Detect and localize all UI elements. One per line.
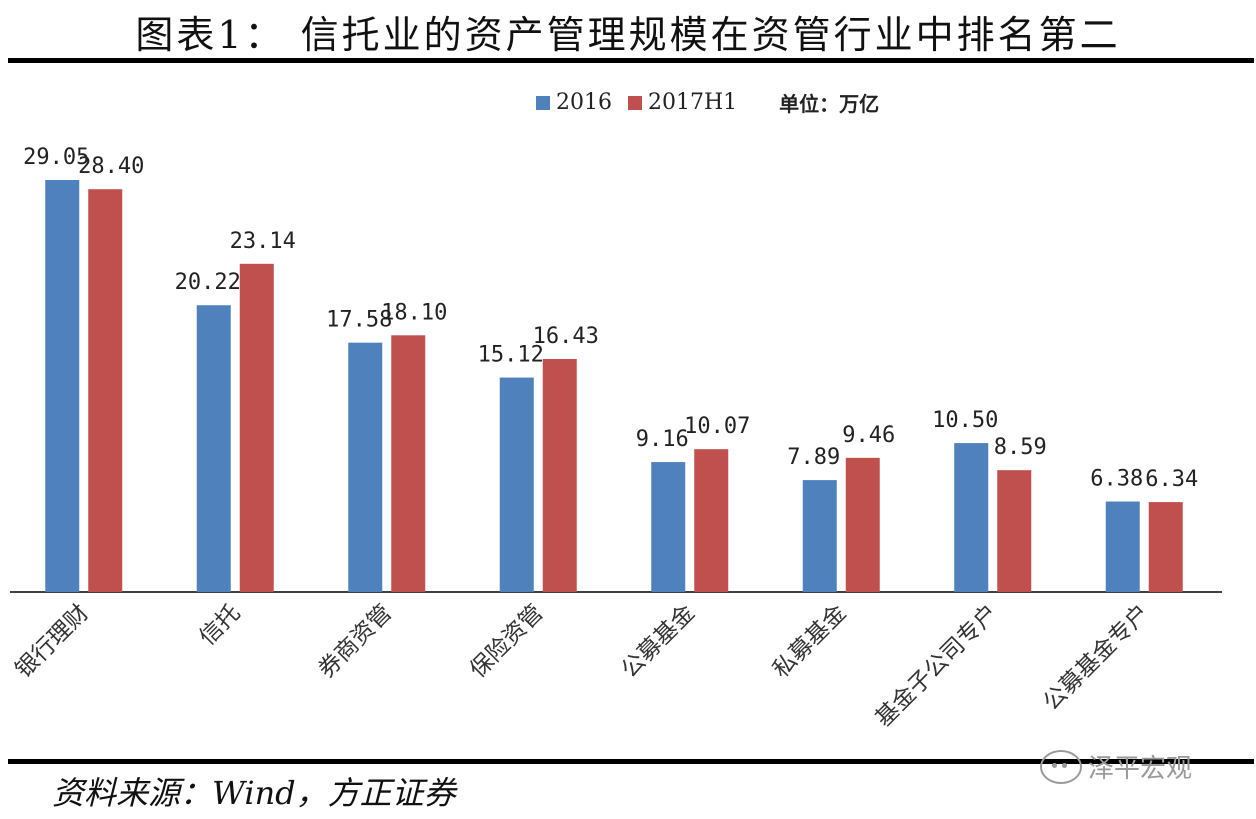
- bar-2017h1-2: [391, 335, 426, 592]
- top-rule: [8, 58, 1254, 63]
- bar-2017h1-4: [694, 449, 729, 592]
- data-label-2016-7: 6.38: [1090, 467, 1143, 492]
- legend-label-2016: 2016: [556, 90, 612, 115]
- bar-2016-3: [499, 377, 534, 592]
- category-label-5: 私募基金: [768, 600, 851, 683]
- data-label-2016-2: 17.58: [326, 308, 392, 333]
- bottom-rule: [8, 759, 1254, 764]
- legend-swatch-2017h1: [628, 95, 642, 110]
- unit-label: 单位：万亿: [779, 92, 880, 116]
- category-label-4: 公募基金: [617, 600, 700, 683]
- bar-2017h1-0: [88, 189, 123, 593]
- data-label-2017h1-4: 10.07: [684, 414, 750, 439]
- data-label-2016-6: 10.50: [932, 408, 998, 433]
- legend-item-2017h1: 2017H1: [628, 90, 737, 115]
- legend: 2016 2017H1 单位：万亿: [536, 88, 879, 117]
- category-label-1: 信托: [195, 600, 246, 651]
- legend-item-2016: 2016: [536, 90, 612, 115]
- bar-2016-7: [1105, 501, 1140, 592]
- bar-2016-5: [802, 480, 837, 592]
- chart-title: 图表1： 信托业的资产管理规模在资管行业中排名第二: [135, 13, 1121, 57]
- data-label-2017h1-7: 6.34: [1145, 467, 1198, 492]
- bar-2017h1-5: [845, 457, 880, 592]
- data-label-2017h1-2: 18.10: [381, 300, 447, 325]
- data-label-2016-5: 7.89: [787, 445, 840, 470]
- data-label-2017h1-6: 8.59: [994, 435, 1047, 460]
- data-label-2016-3: 15.12: [478, 343, 544, 368]
- bar-2016-2: [348, 342, 383, 592]
- data-label-2017h1-3: 16.43: [533, 324, 599, 349]
- legend-swatch-2016: [536, 95, 550, 110]
- data-label-2017h1-1: 23.14: [230, 229, 296, 254]
- watermark-text: 泽平宏观: [1088, 754, 1193, 784]
- bar-2017h1-6: [997, 470, 1032, 592]
- category-label-6: 基金子公司专户: [871, 600, 1003, 732]
- bar-2017h1-1: [239, 263, 274, 592]
- legend-label-2017h1: 2017H1: [648, 90, 738, 115]
- category-label-2: 券商资管: [314, 600, 397, 683]
- data-label-2016-1: 20.22: [175, 270, 241, 295]
- data-label-2016-0: 29.05: [23, 145, 89, 170]
- category-label-3: 保险资管: [465, 600, 548, 683]
- source-note: 资料来源：Wind，方正证券: [52, 774, 456, 812]
- bar-2016-4: [651, 462, 686, 592]
- category-label-7: 公募基金专户: [1039, 600, 1155, 716]
- category-label-0: 银行理财: [11, 600, 94, 683]
- data-label-2017h1-5: 9.46: [842, 423, 895, 448]
- watermark: 泽平宏观: [1040, 748, 1192, 785]
- bar-2017h1-3: [542, 358, 577, 592]
- wechat-icon: [1040, 749, 1082, 784]
- bar-2016-1: [196, 305, 231, 592]
- bar-2016-6: [954, 443, 989, 592]
- data-label-2017h1-0: 28.40: [78, 154, 144, 179]
- bar-2016-0: [45, 180, 80, 592]
- data-label-2016-4: 9.16: [636, 427, 689, 452]
- bar-2017h1-7: [1148, 502, 1183, 592]
